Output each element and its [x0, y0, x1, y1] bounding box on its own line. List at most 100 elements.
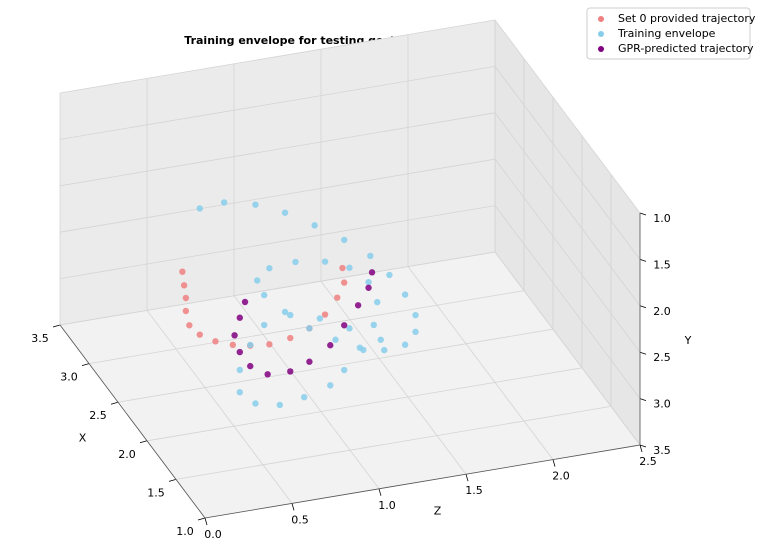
point	[182, 307, 190, 315]
grid-line	[320, 280, 467, 475]
grid-line	[175, 406, 612, 480]
point	[266, 265, 273, 272]
point	[281, 308, 289, 316]
tick-mark	[639, 259, 647, 262]
grid-line	[146, 310, 293, 504]
grid-line	[59, 19, 496, 94]
series	[196, 199, 419, 409]
point	[341, 366, 348, 374]
point	[306, 325, 313, 332]
point	[311, 222, 318, 229]
grid-line	[407, 266, 554, 460]
y-tick-label: 1.5	[653, 258, 671, 271]
point	[247, 341, 254, 349]
point	[401, 341, 409, 348]
y-tick-label: 2.5	[653, 351, 671, 364]
point	[236, 389, 243, 396]
legend: Set 0 provided trajectory Training envelo…	[586, 7, 756, 60]
grid-line	[494, 19, 641, 214]
axis-line	[59, 324, 206, 519]
point	[287, 334, 294, 342]
point	[252, 201, 259, 208]
grid-line	[233, 295, 380, 490]
x-tick-label: 1.0	[176, 525, 194, 538]
point	[179, 268, 186, 275]
point	[264, 371, 271, 378]
x-axis-label: X	[79, 432, 87, 445]
point	[321, 311, 329, 318]
tick-mark	[639, 305, 647, 309]
x-tick-label: 2.5	[89, 409, 107, 422]
point	[316, 315, 324, 322]
grid-line	[494, 205, 641, 399]
tick-mark	[465, 474, 469, 482]
point	[287, 311, 294, 319]
point	[196, 331, 203, 338]
point	[334, 294, 341, 301]
point	[370, 321, 377, 329]
grid-line	[59, 66, 496, 140]
point	[306, 358, 313, 365]
axis-line	[204, 444, 641, 519]
point	[327, 342, 334, 349]
tick-mark	[378, 488, 382, 496]
point	[339, 264, 346, 272]
point	[180, 282, 188, 289]
point	[368, 269, 376, 276]
z-tick-label: 1.5	[465, 484, 483, 497]
grid-line	[117, 328, 554, 403]
series	[231, 269, 376, 378]
point	[266, 341, 273, 348]
grid-line	[146, 367, 583, 442]
point	[341, 236, 348, 244]
y-axis-label: Y	[684, 334, 692, 347]
point	[332, 336, 339, 343]
y-tick-label: 3.5	[653, 444, 671, 457]
legend-label: GPR-predicted trajectory	[618, 42, 754, 55]
point	[377, 336, 384, 343]
legend-label: Set 0 provided trajectory	[618, 12, 756, 25]
point	[236, 348, 243, 356]
point	[292, 258, 299, 266]
point	[346, 264, 353, 271]
point	[260, 321, 268, 329]
z-tick-label: 2.0	[552, 470, 570, 483]
point	[381, 346, 388, 354]
tick-mark	[204, 517, 208, 526]
point	[281, 209, 289, 216]
floor-pane	[60, 252, 640, 518]
x-tick-label: 3.5	[31, 332, 49, 345]
tick-mark	[139, 440, 148, 444]
grid-line	[59, 205, 496, 279]
point	[401, 291, 409, 298]
z-tick-label: 2.5	[639, 455, 657, 468]
point	[220, 199, 228, 206]
point	[365, 279, 372, 286]
legend-marker	[598, 31, 604, 37]
grid-line	[59, 158, 496, 233]
tick-mark	[639, 444, 643, 453]
point	[287, 368, 294, 375]
tick-mark	[639, 444, 647, 448]
point	[412, 311, 419, 319]
grid-line	[494, 112, 641, 307]
z-tick-label: 0.0	[204, 528, 222, 541]
point	[341, 322, 348, 329]
point	[300, 393, 308, 401]
point	[360, 346, 367, 354]
z-tick-label: 0.5	[291, 513, 309, 526]
right-pane	[495, 20, 640, 445]
y-tick-label: 3.0	[653, 398, 671, 411]
point	[236, 366, 243, 374]
point	[367, 252, 374, 260]
point	[254, 277, 261, 284]
point	[374, 298, 381, 306]
tick-mark	[639, 351, 647, 355]
tick-mark	[52, 324, 61, 328]
point	[260, 291, 268, 299]
z-axis-label: Z	[434, 505, 442, 518]
point	[412, 328, 419, 336]
point	[196, 205, 203, 212]
tick-mark	[197, 517, 206, 521]
tick-mark	[552, 459, 556, 467]
